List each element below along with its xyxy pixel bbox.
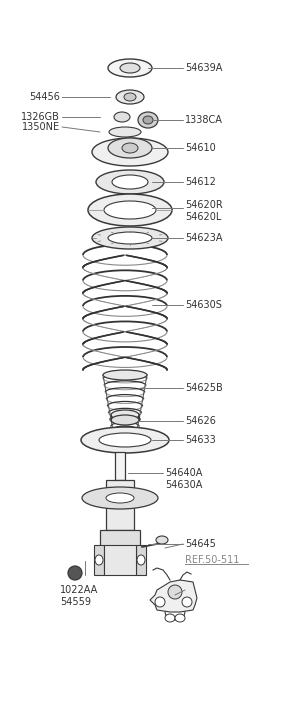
Ellipse shape [122, 143, 138, 153]
Text: 54640A: 54640A [165, 468, 202, 478]
Ellipse shape [106, 493, 134, 503]
Ellipse shape [103, 370, 147, 380]
Ellipse shape [108, 232, 152, 244]
Ellipse shape [113, 426, 137, 434]
Text: 54620L: 54620L [185, 212, 221, 222]
Ellipse shape [156, 536, 168, 544]
Ellipse shape [82, 487, 158, 509]
Text: REF.50-511: REF.50-511 [185, 555, 239, 565]
Text: 54639A: 54639A [185, 63, 222, 73]
Text: 54625B: 54625B [185, 383, 223, 393]
Ellipse shape [175, 614, 185, 622]
Text: 1022AA: 1022AA [60, 585, 98, 595]
Text: 54559: 54559 [60, 597, 91, 607]
Ellipse shape [182, 597, 192, 607]
Text: 54612: 54612 [185, 177, 216, 187]
Ellipse shape [99, 433, 151, 447]
Text: 1350NE: 1350NE [22, 122, 60, 132]
Ellipse shape [168, 585, 182, 599]
Ellipse shape [92, 227, 168, 249]
Text: 1326GB: 1326GB [21, 112, 60, 122]
Text: 54630S: 54630S [185, 300, 222, 310]
Bar [106, 480, 134, 530]
Text: 1338CA: 1338CA [185, 115, 223, 125]
Ellipse shape [95, 555, 103, 565]
Ellipse shape [88, 194, 172, 226]
Ellipse shape [108, 59, 152, 77]
Bar [104, 545, 136, 575]
Bar [115, 452, 125, 480]
Ellipse shape [155, 597, 165, 607]
Ellipse shape [120, 63, 140, 73]
Text: 54456: 54456 [29, 92, 60, 102]
Ellipse shape [108, 138, 152, 158]
Text: 54645: 54645 [185, 539, 216, 549]
Ellipse shape [112, 175, 148, 189]
Polygon shape [150, 580, 197, 612]
Ellipse shape [114, 112, 130, 122]
Ellipse shape [104, 201, 156, 219]
Text: 54620R: 54620R [185, 200, 223, 210]
Text: 54610: 54610 [185, 143, 216, 153]
Ellipse shape [165, 614, 175, 622]
Bar [100, 530, 140, 555]
Text: 54623A: 54623A [185, 233, 223, 243]
Bar [136, 545, 146, 575]
Ellipse shape [138, 112, 158, 128]
Ellipse shape [124, 93, 136, 101]
Ellipse shape [92, 138, 168, 166]
Ellipse shape [111, 410, 139, 420]
Text: 54626: 54626 [185, 416, 216, 426]
Ellipse shape [81, 427, 169, 453]
Ellipse shape [111, 415, 139, 425]
Ellipse shape [68, 566, 82, 580]
Ellipse shape [143, 116, 153, 124]
Ellipse shape [96, 170, 164, 194]
Ellipse shape [137, 555, 145, 565]
Bar [94, 545, 104, 575]
Ellipse shape [116, 90, 144, 104]
Text: 54630A: 54630A [165, 480, 202, 490]
Text: 54633: 54633 [185, 435, 216, 445]
Ellipse shape [109, 127, 141, 137]
